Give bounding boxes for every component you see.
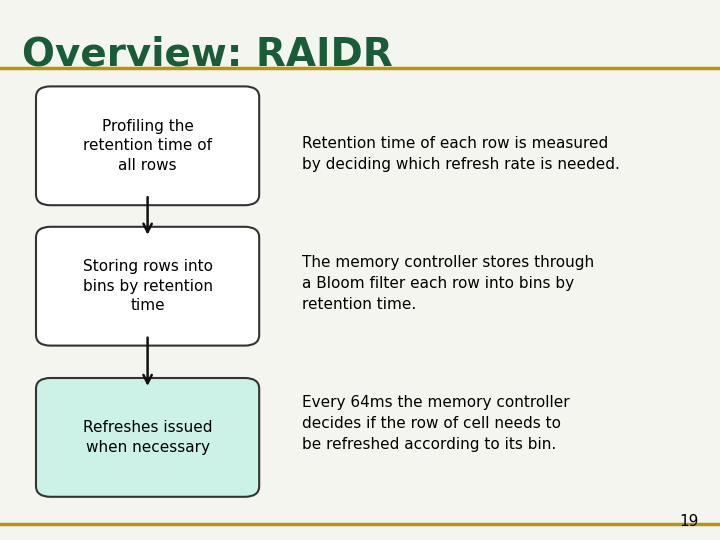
FancyBboxPatch shape: [36, 227, 259, 346]
Text: Overview: RAIDR: Overview: RAIDR: [22, 35, 392, 73]
Text: Refreshes issued
when necessary: Refreshes issued when necessary: [83, 420, 212, 455]
FancyBboxPatch shape: [36, 86, 259, 205]
Text: 19: 19: [679, 514, 698, 529]
Text: Storing rows into
bins by retention
time: Storing rows into bins by retention time: [83, 259, 212, 314]
Text: Retention time of each row is measured
by deciding which refresh rate is needed.: Retention time of each row is measured b…: [302, 136, 620, 172]
Text: The memory controller stores through
a Bloom filter each row into bins by
retent: The memory controller stores through a B…: [302, 255, 595, 312]
Text: Profiling the
retention time of
all rows: Profiling the retention time of all rows: [83, 118, 212, 173]
Text: Every 64ms the memory controller
decides if the row of cell needs to
be refreshe: Every 64ms the memory controller decides…: [302, 395, 570, 453]
FancyBboxPatch shape: [36, 378, 259, 497]
